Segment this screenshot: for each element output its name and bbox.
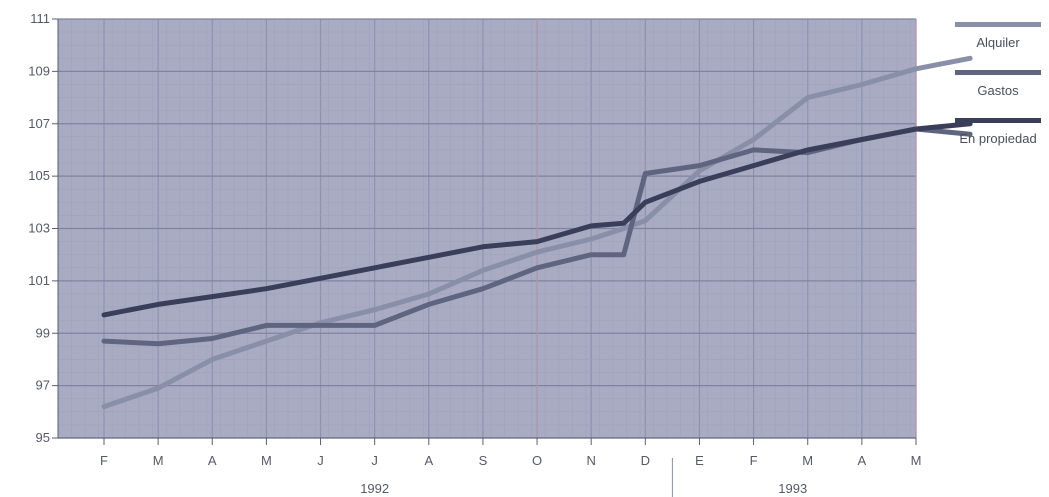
x-tick-label: M <box>802 453 813 468</box>
y-tick-label: 105 <box>28 168 50 183</box>
x-tick-label: O <box>532 453 542 468</box>
y-tick-label: 111 <box>30 11 50 26</box>
x-tick-label: A <box>208 453 217 468</box>
year-label: 1993 <box>778 481 807 496</box>
x-tick-label: M <box>153 453 164 468</box>
y-tick-labels: 95 97 99 101 103 105 107 109 111 <box>28 11 58 445</box>
legend: Alquiler Gastos En propiedad <box>955 22 1041 146</box>
x-tick-label: N <box>587 453 596 468</box>
x-tick-label: J <box>371 453 378 468</box>
legend-swatch <box>955 70 1041 75</box>
legend-swatch <box>955 22 1041 27</box>
x-tick-label: S <box>479 453 488 468</box>
y-tick-label: 99 <box>36 325 50 340</box>
x-tick-label: F <box>750 453 758 468</box>
x-tick-label: D <box>641 453 650 468</box>
series-lines <box>101 55 973 410</box>
y-tick-label: 101 <box>28 273 50 288</box>
legend-label: Gastos <box>977 83 1019 98</box>
series-line-3 <box>101 121 973 318</box>
legend-label: Alquiler <box>976 35 1020 50</box>
x-tick-label: M <box>911 453 922 468</box>
y-tick-label: 103 <box>28 221 50 236</box>
x-tick-label: F <box>100 453 108 468</box>
y-tick-label: 107 <box>28 116 50 131</box>
series-line-1 <box>101 55 973 410</box>
y-tick-label: 97 <box>36 378 50 393</box>
x-tick-label: A <box>858 453 867 468</box>
y-tick-label: 95 <box>36 430 50 445</box>
x-tick-label: M <box>261 453 272 468</box>
y-tick-label: 109 <box>28 63 50 78</box>
x-tick-label: A <box>424 453 433 468</box>
year-labels: 1992 1993 <box>360 458 807 497</box>
legend-swatch <box>955 118 1041 123</box>
x-tick-label: E <box>695 453 704 468</box>
legend-label: En propiedad <box>959 131 1036 146</box>
x-tick-label: J <box>317 453 324 468</box>
year-label: 1992 <box>360 481 389 496</box>
